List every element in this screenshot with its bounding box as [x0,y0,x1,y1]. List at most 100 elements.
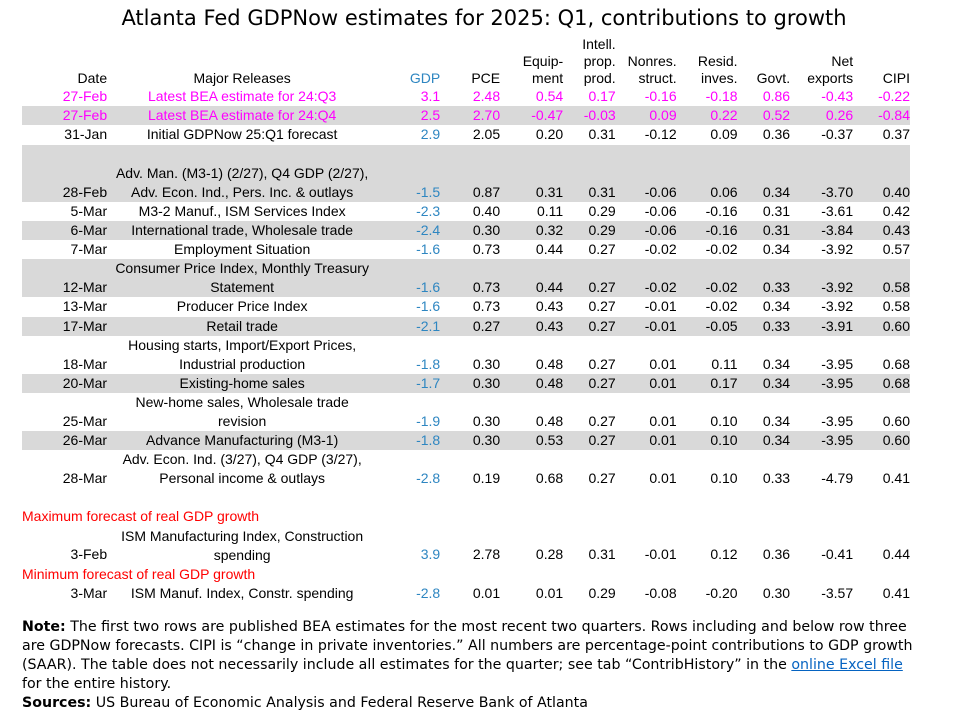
value-cell: -2.8 [416,584,441,601]
value-cell: 0.43 [500,316,564,336]
table-row: 3-Feb ISM Manufacturing Index, Constructi… [22,527,910,565]
value-cell: -0.84 [853,106,910,126]
spacer-cell [738,488,791,507]
value-cell: 2.78 [472,546,501,563]
header-row: Date Major Releases GDP PCE Equip-ment Intell… [22,36,910,87]
value-cell: -0.02 [676,259,738,298]
table-row: 12-Mar Consumer Price Index, Monthly Trea… [22,259,910,298]
value-cell: -0.16 [676,221,738,241]
value-cell: -1.8 [377,431,441,451]
value-cell: 0.30 [440,221,501,241]
value-cell: 0.31 [737,221,791,241]
spacer-cell [853,144,910,164]
date-cell: 6-Mar [22,221,108,241]
value-cell: 0.01 [615,431,677,451]
excel-file-link[interactable]: online Excel file [791,657,903,673]
value-cell: -0.16 [644,88,677,104]
date-cell: 18-Mar [62,355,108,372]
value-cell: -1.6 [416,298,441,315]
release-cell: Initial GDPNow 25:Q1 forecast [146,126,338,143]
value-cell: -0.37 [821,126,854,143]
release-cell: Latest BEA estimate for 24:Q3 [147,88,337,104]
value-cell: 0.68 [535,470,564,487]
date-cell: 12-Mar [22,259,108,298]
table-row: 13-Mar Producer Price Index -1.6 0.73 0.43 0.… [22,297,910,316]
value-cell: 0.27 [563,316,616,336]
value-cell: 0.01 [649,470,677,487]
value-cell: -0.06 [615,221,677,241]
value-cell: 0.27 [563,373,616,394]
value-cell: -1.6 [377,259,441,298]
date-cell: 7-Mar [70,241,108,258]
value-cell: -0.06 [644,202,677,219]
table-row: 3-Mar ISM Manuf. Index, Constr. spending -… [22,584,910,603]
value-cell: 0.53 [500,431,564,451]
value-cell: 2.5 [377,106,441,126]
spacer-cell [107,488,377,507]
value-cell: 0.27 [588,470,616,487]
value-cell: 0.44 [882,546,910,563]
value-cell: 2.70 [440,106,501,126]
value-cell: 0.34 [737,431,791,451]
table-row: 18-Mar Housing starts, Import/Export Pric… [22,336,910,374]
value-cell: -0.20 [705,584,738,601]
date-cell: 3-Mar [70,584,108,601]
value-cell: 0.34 [762,298,791,315]
date-cell: 17-Mar [22,316,108,336]
value-cell: 0.06 [676,163,738,202]
value-cell: 0.58 [882,298,910,315]
value-cell: 0.19 [472,470,501,487]
value-cell: -0.01 [644,546,677,563]
value-cell: 0.54 [535,88,564,104]
note-text: The first two rows are published BEA est… [22,619,913,673]
column-header: Equip-ment [522,53,564,86]
release-cell: Adv. Man. (M3-1) (2/27), Q4 GDP (2/27), A… [107,163,378,202]
release-cell: Latest BEA estimate for 24:Q4 [107,106,378,126]
note-tail: for the entire history. [22,676,172,692]
spacer-cell [676,144,738,164]
value-cell: 0.48 [535,355,564,372]
column-header: Resid. inves. [697,53,738,86]
forecast-extreme-label: Minimum forecast of real GDP growth [22,565,256,582]
column-header: Date [77,70,108,86]
value-cell: 0.29 [588,202,616,219]
value-cell: 0.44 [535,241,564,258]
spacer-cell [500,488,563,507]
value-cell: -3.92 [821,298,854,315]
date-cell: 13-Mar [62,298,108,315]
spacer-cell [790,488,853,507]
value-cell: 0.34 [737,373,791,394]
value-cell: -2.8 [416,470,441,487]
table-row: 20-Mar Existing-home sales -1.7 0.30 0.48 0.2… [22,373,910,394]
value-cell: 0.48 [535,412,564,429]
value-cell: 0.17 [588,88,616,104]
column-header: Intell. prop. prod. [582,36,616,86]
table-row: 28-Feb Adv. Man. (M3-1) (2/27), Q4 GDP (2… [22,163,910,202]
date-cell: 25-Mar [62,412,108,429]
value-cell: -1.5 [377,163,441,202]
value-cell: 0.86 [762,88,791,104]
value-cell: 0.11 [711,355,738,372]
value-cell: -0.02 [615,259,677,298]
value-cell: 0.10 [710,412,738,429]
value-cell: -0.43 [821,88,854,104]
value-cell: 0.10 [710,470,738,487]
value-cell: 3.9 [420,546,441,563]
value-cell: 0.60 [853,431,910,451]
value-cell: 2.05 [472,126,501,143]
value-cell: 0.41 [882,584,910,601]
value-cell: 0.30 [440,373,501,394]
value-cell: -3.61 [821,202,854,219]
release-cell: Employment Situation [174,241,311,258]
footnote: Note: The first two rows are published B… [22,618,922,713]
value-cell: 0.27 [588,355,616,372]
value-cell: 0.68 [882,355,910,372]
release-cell: Housing starts, Import/Export Prices, Ind… [128,336,357,372]
date-cell: 3-Feb [70,546,108,563]
table-row: 27-Feb Latest BEA estimate for 24:Q4 2.5 2.… [22,106,910,126]
value-cell: 0.60 [853,316,910,336]
value-cell: -3.92 [821,241,854,258]
column-header: Major Releases [193,70,291,86]
value-cell: 0.33 [737,259,791,298]
value-cell: 0.17 [676,373,738,394]
